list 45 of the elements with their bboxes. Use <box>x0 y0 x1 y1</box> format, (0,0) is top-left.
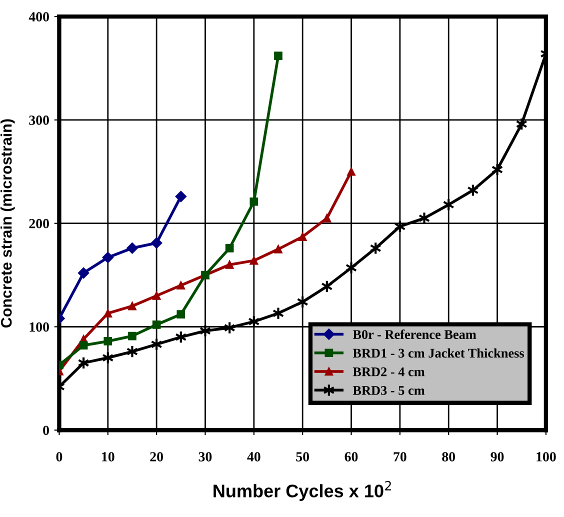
point <box>250 256 258 265</box>
legend-label: B0r - Reference Beam <box>352 330 476 339</box>
point <box>225 260 234 269</box>
x-tick-label: 20 <box>150 452 163 462</box>
x-tick-label: 70 <box>394 452 406 462</box>
point <box>79 341 88 350</box>
y-tick-label: 300 <box>29 116 49 125</box>
y-tick-label: 100 <box>30 322 49 332</box>
point <box>225 244 234 252</box>
x-tick-label: 50 <box>296 452 309 462</box>
x-tick-label: 90 <box>490 452 504 462</box>
x-tick-label: 40 <box>247 452 260 462</box>
legend-label: BRD1 - 3 cm Jacket Thickness <box>352 348 524 358</box>
x-tick-label: 10 <box>102 452 114 462</box>
y-tick-label: 400 <box>28 12 49 22</box>
point <box>175 190 187 202</box>
point <box>274 52 282 60</box>
point <box>152 292 161 300</box>
x-tick-label: 0 <box>56 452 62 462</box>
point <box>126 242 138 254</box>
x-tick-label: 60 <box>344 452 358 462</box>
point <box>104 309 112 318</box>
x-tick-label: 30 <box>198 452 212 462</box>
legend-label: BRD3 - 5 cm <box>352 386 425 395</box>
point <box>152 320 161 329</box>
point <box>104 337 112 346</box>
point <box>322 214 332 222</box>
x-tick-label: 80 <box>442 452 456 462</box>
point <box>176 281 186 290</box>
point <box>347 167 356 176</box>
y-tick-label: 0 <box>43 426 49 436</box>
point <box>128 332 136 340</box>
point <box>102 252 114 264</box>
point <box>250 197 258 206</box>
legend-label: BRD2 - 4 cm <box>352 367 425 376</box>
point <box>150 237 162 249</box>
point <box>274 245 282 254</box>
point <box>298 232 307 241</box>
y-axis-title: Concrete strain (microstrain) <box>0 119 15 328</box>
point <box>78 267 90 279</box>
x-axis-title: Number Cycles x 10$^{2}$ <box>214 480 391 501</box>
x-tick-label: 100 <box>536 452 556 462</box>
y-tick-label: 200 <box>29 218 49 228</box>
point <box>128 302 136 310</box>
point <box>176 310 186 319</box>
